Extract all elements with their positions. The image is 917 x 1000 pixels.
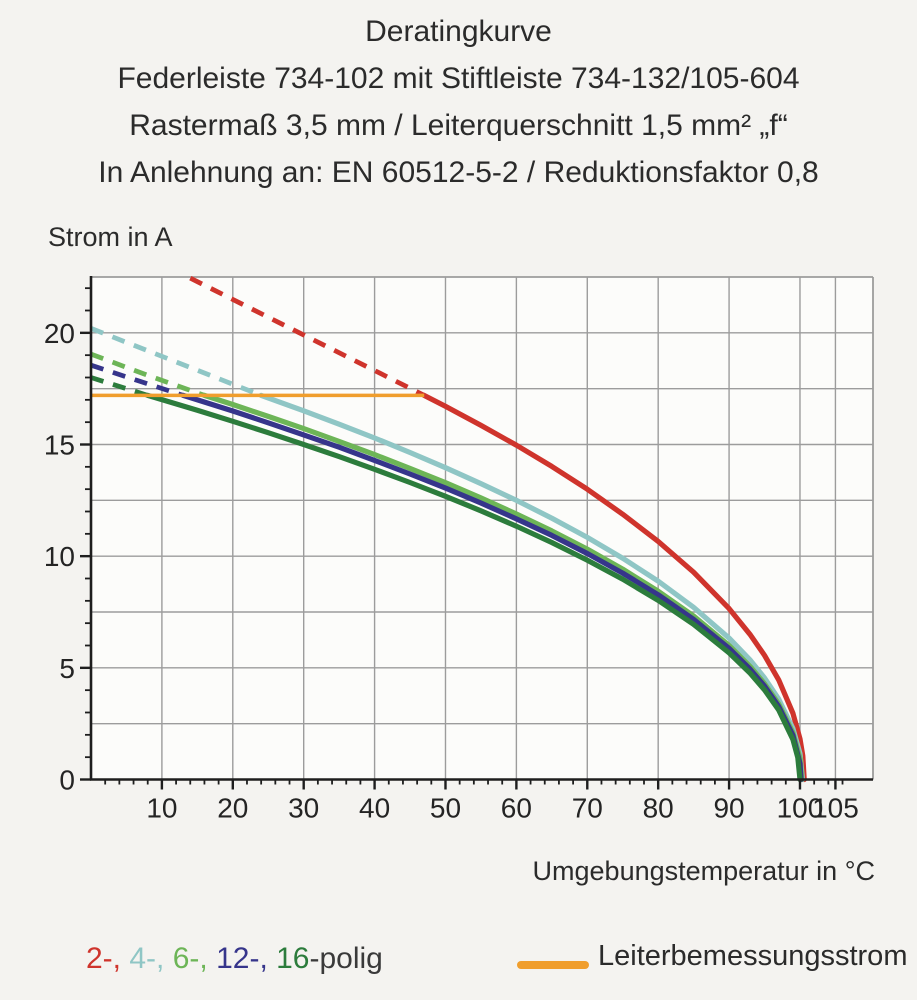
chart-subtitle-standard: In Anlehnung an: EN 60512-5-2 / Reduktio… (98, 156, 819, 189)
svg-text:5: 5 (59, 653, 75, 684)
svg-text:40: 40 (359, 793, 390, 824)
x-axis-title: Umgebungstemperatur in °C (532, 856, 875, 886)
legend-pole-segment: -polig (309, 942, 383, 975)
y-axis-title: Strom in A (48, 222, 173, 252)
svg-text:20: 20 (217, 793, 248, 824)
chart-subtitle-specs: Rastermaß 3,5 mm / Leiterquerschnitt 1,5… (129, 109, 788, 142)
rated-current-label: Leiterbemessungsstrom (598, 940, 908, 972)
svg-text:30: 30 (288, 793, 319, 824)
svg-text:50: 50 (430, 793, 461, 824)
title-block: Deratingkurve Federleiste 734-102 mit St… (0, 8, 917, 196)
rated-current-swatch (517, 961, 589, 969)
legend-pole-segment: 4-, (129, 942, 173, 975)
svg-text:10: 10 (44, 541, 75, 572)
legend-pole-segment: 12-, (216, 942, 277, 975)
svg-text:20: 20 (44, 318, 75, 349)
svg-text:105: 105 (812, 793, 859, 824)
legend-pole-segment: 16 (276, 942, 310, 975)
svg-text:70: 70 (572, 793, 603, 824)
svg-text:10: 10 (146, 793, 177, 824)
svg-text:60: 60 (501, 793, 532, 824)
svg-text:0: 0 (59, 765, 75, 796)
chart-title: Deratingkurve (365, 15, 552, 48)
svg-text:15: 15 (44, 430, 75, 461)
chart-subtitle-products: Federleiste 734-102 mit Stiftleiste 734-… (117, 62, 800, 95)
legend-poles: 2-, 4-, 6-, 12-, 16-polig (86, 942, 383, 976)
legend-pole-segment: 6-, (172, 942, 217, 975)
legend-pole-segment: 2-, (86, 942, 130, 975)
svg-text:100: 100 (777, 793, 824, 824)
svg-text:90: 90 (713, 793, 744, 824)
legend-row: 2-, 4-, 6-, 12-, 16-polig Leiterbemessun… (0, 936, 917, 988)
svg-text:80: 80 (643, 793, 674, 824)
